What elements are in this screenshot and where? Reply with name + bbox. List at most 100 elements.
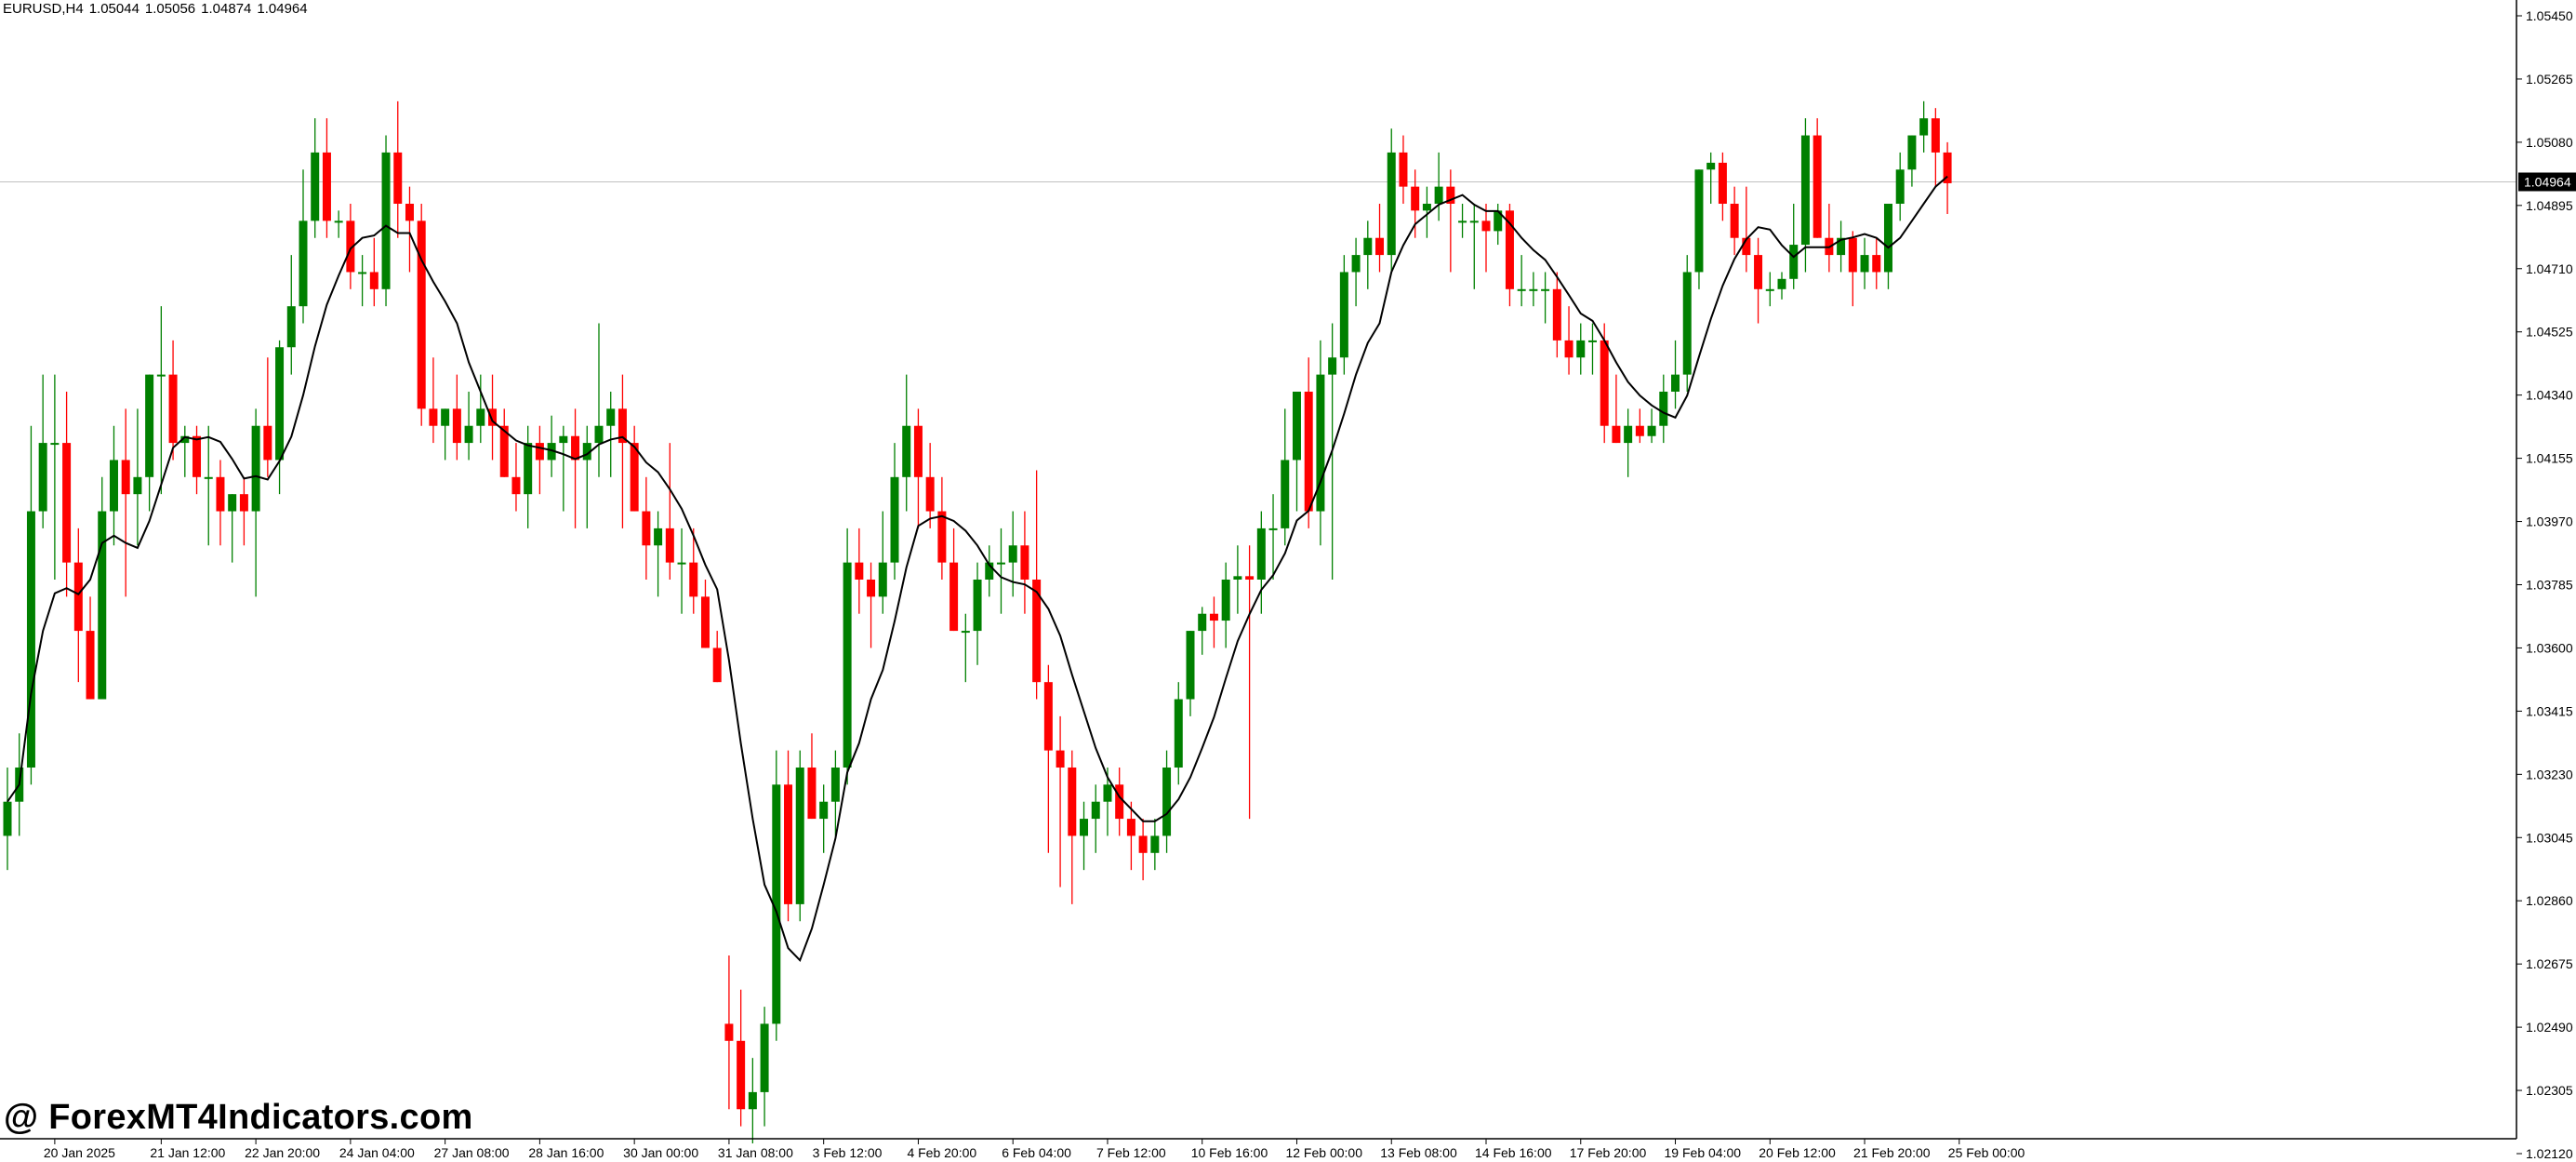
y-tick-label: 1.02860: [2526, 893, 2573, 908]
x-tick-label: 30 Jan 00:00: [623, 1145, 698, 1160]
candle: [1587, 323, 1597, 375]
candle-body: [1422, 203, 1431, 211]
candle: [1043, 664, 1053, 853]
candle: [1564, 306, 1573, 375]
candle: [405, 186, 414, 273]
candle-body: [1541, 288, 1550, 291]
candle: [441, 408, 450, 461]
candle: [1186, 631, 1195, 716]
x-tick-label: 13 Feb 08:00: [1380, 1145, 1457, 1160]
candle-body: [1387, 152, 1396, 256]
x-tick-label: 24 Jan 04:00: [339, 1145, 415, 1160]
x-tick-label: 6 Feb 04:00: [1002, 1145, 1071, 1160]
candle: [1789, 203, 1799, 289]
candle: [1931, 108, 1940, 187]
candle: [62, 391, 72, 597]
candle: [1115, 767, 1124, 836]
candle: [1600, 323, 1609, 444]
candle: [311, 118, 320, 238]
candle: [700, 579, 710, 648]
candle: [73, 528, 83, 683]
candle: [913, 408, 923, 528]
candle: [1339, 255, 1348, 375]
candle: [1387, 128, 1396, 273]
candle-body: [1328, 357, 1337, 375]
candle-body: [819, 801, 829, 820]
candle: [1706, 152, 1716, 204]
candle: [1943, 141, 1952, 215]
moving-average-line: [7, 175, 1948, 963]
candle-body: [784, 784, 793, 904]
candle: [488, 374, 498, 461]
candle-body: [1434, 186, 1443, 204]
candle-body: [239, 494, 248, 512]
y-tick-label: 1.04710: [2526, 261, 2573, 276]
candle-body: [1339, 272, 1348, 358]
candle: [251, 408, 260, 597]
candle: [524, 425, 533, 528]
candle: [973, 562, 982, 665]
candle-body: [843, 562, 852, 768]
candle-body: [1943, 152, 1952, 183]
candle: [642, 476, 651, 580]
candle-body: [1883, 203, 1892, 273]
candle: [1316, 340, 1325, 546]
candle-body: [617, 408, 627, 444]
candle-body: [488, 408, 498, 426]
candle: [1422, 186, 1431, 238]
candle: [98, 476, 107, 700]
candle-body: [1576, 340, 1586, 358]
candle-body: [1706, 162, 1716, 170]
candle: [1221, 562, 1230, 648]
candle: [1458, 203, 1467, 238]
candle: [1032, 470, 1042, 700]
candle-body: [1860, 255, 1869, 273]
candle-body: [1446, 186, 1455, 204]
candle-body: [311, 152, 320, 221]
candle-body: [133, 476, 142, 495]
candle: [499, 408, 509, 477]
x-tick-label: 21 Jan 12:00: [150, 1145, 225, 1160]
candle: [1256, 511, 1266, 614]
candle: [1730, 186, 1739, 256]
candle: [239, 476, 248, 546]
candle: [1883, 203, 1892, 289]
candle-body: [193, 435, 202, 477]
candle-body: [772, 784, 781, 1024]
candle-body: [1587, 340, 1597, 342]
candle: [26, 425, 35, 785]
candle-body: [1020, 545, 1029, 580]
candle: [1635, 408, 1644, 444]
candle: [393, 100, 403, 238]
candle-body: [441, 408, 450, 426]
candle: [1481, 203, 1491, 273]
candle-body: [949, 562, 959, 632]
x-tick-label: 17 Feb 20:00: [1570, 1145, 1647, 1160]
candle-body: [855, 562, 864, 580]
candle: [1694, 169, 1704, 289]
candle: [985, 545, 994, 597]
candle: [38, 374, 47, 528]
candle: [925, 443, 935, 528]
candle: [3, 767, 12, 871]
x-tick-label: 22 Jan 20:00: [245, 1145, 320, 1160]
candle: [322, 118, 331, 238]
moving-average-layer: [7, 175, 1948, 963]
candle-body: [62, 443, 72, 563]
candles-layer: [3, 100, 1952, 1143]
candle: [1126, 801, 1135, 871]
open-value: 1.05044: [88, 1, 139, 17]
candle-body: [405, 203, 414, 221]
candle-body: [1659, 391, 1668, 426]
candle: [760, 1007, 769, 1127]
candle: [1434, 152, 1443, 221]
y-tick-label: 1.02305: [2526, 1083, 2573, 1098]
candle-body: [1399, 152, 1408, 187]
candle-body: [594, 425, 604, 444]
candle-body: [1789, 245, 1799, 279]
candle: [1754, 237, 1763, 324]
candle: [1624, 408, 1633, 477]
candle-body: [807, 767, 817, 820]
candle-body: [1612, 425, 1621, 444]
